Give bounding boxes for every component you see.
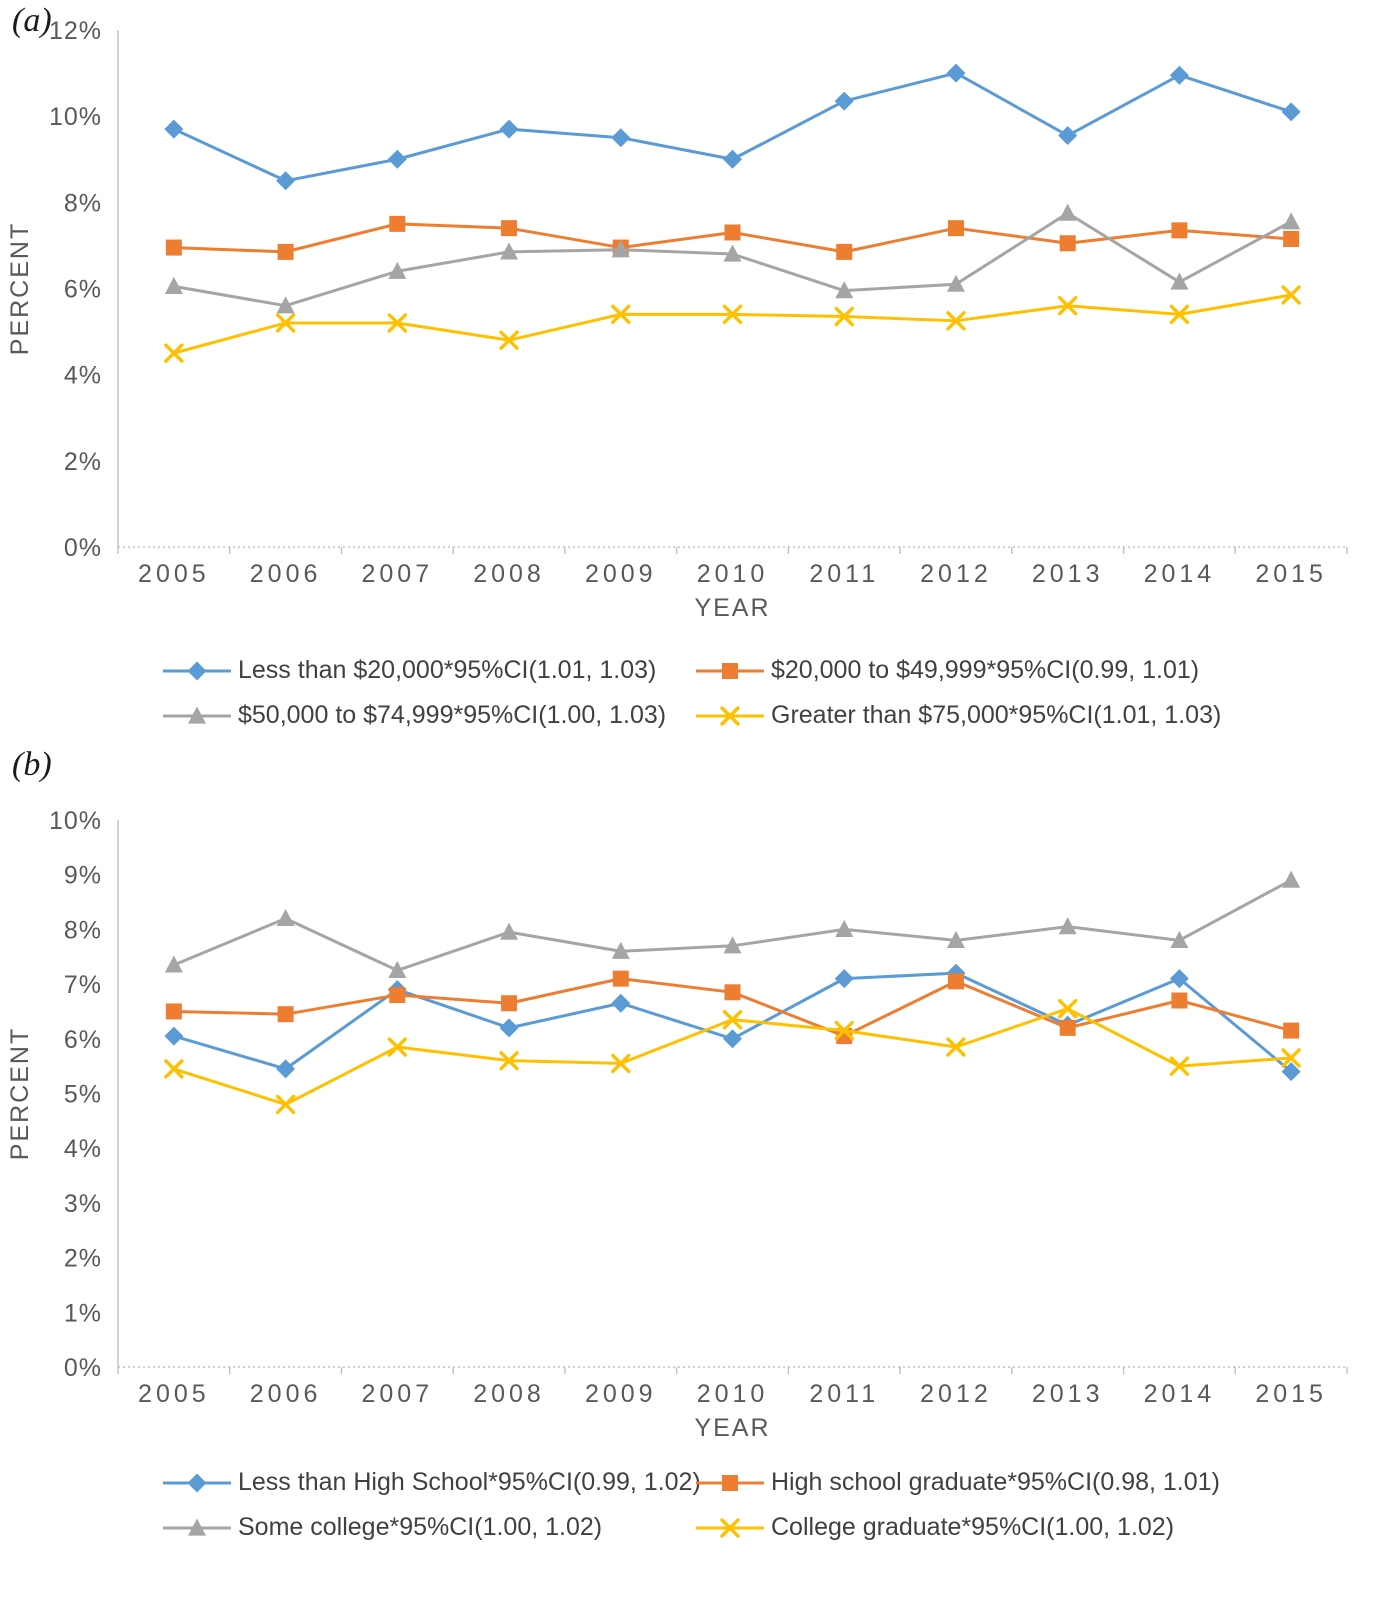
chart-b-canvas: 0% 1% 2% 3% 4% 5% 6% 7% 8% 9% 10% 2005 2006 2007 2008 2… — [6, 807, 1348, 1442]
svg-text:2%: 2% — [64, 448, 102, 476]
legend-item: $20,000 to $49,999*95%CI(0.99, 1.01) — [693, 656, 1400, 685]
panel-a-label: (a) — [12, 2, 52, 39]
svg-text:4%: 4% — [64, 362, 102, 390]
legend-item: High school graduate*95%CI(0.98, 1.01) — [693, 1468, 1400, 1497]
svg-text:2011: 2011 — [809, 560, 879, 588]
svg-text:2005: 2005 — [138, 1380, 210, 1408]
legend-label: Less than High School*95%CI(0.99, 1.02) — [238, 1468, 701, 1496]
legend-item: $50,000 to $74,999*95%CI(1.00, 1.03) — [160, 701, 693, 730]
square-marker-icon — [696, 662, 764, 679]
chart-a-legend: Less than $20,000*95%CI(1.01, 1.03) $20,0… — [160, 656, 1400, 730]
svg-text:12%: 12% — [49, 17, 102, 45]
legend-item: Less than $20,000*95%CI(1.01, 1.03) — [160, 656, 693, 685]
svg-text:2006: 2006 — [250, 560, 322, 588]
svg-text:6%: 6% — [64, 1026, 102, 1054]
svg-text:1%: 1% — [64, 1299, 102, 1327]
triangle-marker-icon — [163, 706, 231, 724]
legend-label: Less than $20,000*95%CI(1.01, 1.03) — [238, 656, 657, 684]
svg-text:2013: 2013 — [1032, 560, 1104, 588]
svg-text:10%: 10% — [49, 103, 102, 131]
svg-text:0%: 0% — [64, 1354, 102, 1382]
svg-text:2009: 2009 — [585, 1380, 657, 1408]
legend-item: Greater than $75,000*95%CI(1.01, 1.03) — [693, 701, 1400, 730]
svg-text:4%: 4% — [64, 1135, 102, 1163]
svg-text:2012: 2012 — [920, 560, 992, 588]
svg-text:2015: 2015 — [1255, 560, 1327, 588]
svg-text:10%: 10% — [49, 807, 102, 835]
legend-label: $20,000 to $49,999*95%CI(0.99, 1.01) — [771, 656, 1200, 684]
x-marker-icon — [696, 1517, 764, 1538]
svg-text:YEAR: YEAR — [694, 594, 770, 622]
svg-text:2006: 2006 — [250, 1380, 322, 1408]
svg-text:9%: 9% — [64, 862, 102, 890]
svg-text:7%: 7% — [64, 971, 102, 999]
legend-label: College graduate*95%CI(1.00, 1.02) — [771, 1513, 1175, 1541]
svg-text:2010: 2010 — [697, 560, 769, 588]
svg-text:2009: 2009 — [585, 560, 657, 588]
diamond-marker-icon — [163, 661, 231, 680]
x-marker-icon — [696, 705, 764, 726]
svg-text:3%: 3% — [64, 1190, 102, 1218]
svg-text:2012: 2012 — [920, 1380, 992, 1408]
svg-text:5%: 5% — [64, 1081, 102, 1109]
svg-text:2014: 2014 — [1144, 1380, 1216, 1408]
chart-a-canvas: 0% 2% 4% 6% 8% 10% 12% 2005 2006 2007 2008 2009 2010… — [6, 17, 1348, 622]
triangle-marker-icon — [163, 1518, 231, 1536]
legend-item: Some college*95%CI(1.00, 1.02) — [160, 1513, 693, 1542]
svg-text:2008: 2008 — [473, 560, 545, 588]
chart-b-legend: Less than High School*95%CI(0.99, 1.02) H… — [160, 1468, 1400, 1542]
panel-b: (b) 0% 1% 2% 3% 4% 5% 6% 7% 8% 9% 10% 2005 2006 2007 2… — [0, 748, 1400, 1542]
svg-text:2007: 2007 — [362, 560, 434, 588]
svg-text:YEAR: YEAR — [694, 1414, 770, 1442]
svg-text:2014: 2014 — [1144, 560, 1216, 588]
svg-text:8%: 8% — [64, 189, 102, 217]
legend-label: High school graduate*95%CI(0.98, 1.01) — [771, 1468, 1220, 1496]
legend-label: Some college*95%CI(1.00, 1.02) — [238, 1513, 603, 1541]
svg-text:2005: 2005 — [138, 560, 210, 588]
svg-text:2010: 2010 — [697, 1380, 769, 1408]
svg-text:PERCENT: PERCENT — [6, 1027, 34, 1160]
svg-text:2011: 2011 — [809, 1380, 879, 1408]
legend-item: College graduate*95%CI(1.00, 1.02) — [693, 1513, 1400, 1542]
svg-text:2%: 2% — [64, 1245, 102, 1273]
svg-text:2007: 2007 — [362, 1380, 434, 1408]
svg-text:8%: 8% — [64, 916, 102, 944]
legend-label: Greater than $75,000*95%CI(1.01, 1.03) — [771, 701, 1222, 729]
svg-text:PERCENT: PERCENT — [6, 222, 34, 355]
svg-text:6%: 6% — [64, 276, 102, 304]
diamond-marker-icon — [163, 1473, 231, 1492]
svg-text:2015: 2015 — [1255, 1380, 1327, 1408]
panel-b-label: (b) — [12, 746, 52, 783]
panel-a: (a) 0% 2% 4% 6% 8% 10% 12% 2005 2006 2007 2008 2009… — [0, 0, 1400, 730]
svg-text:2008: 2008 — [473, 1380, 545, 1408]
legend-item: Less than High School*95%CI(0.99, 1.02) — [160, 1468, 701, 1497]
legend-label: $50,000 to $74,999*95%CI(1.00, 1.03) — [238, 701, 667, 729]
square-marker-icon — [696, 1474, 764, 1491]
svg-text:0%: 0% — [64, 534, 102, 562]
svg-text:2013: 2013 — [1032, 1380, 1104, 1408]
